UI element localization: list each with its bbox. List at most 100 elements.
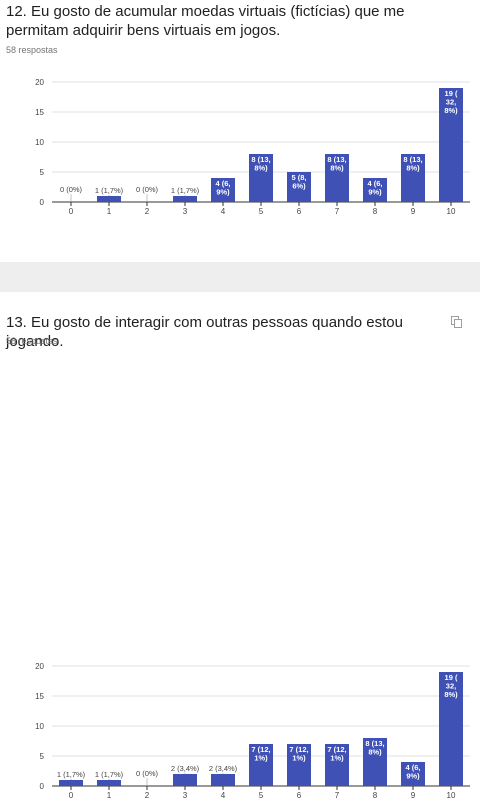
data-label: 1 (1,7%) — [57, 770, 86, 779]
data-label-line: 0 (0%) — [136, 185, 159, 194]
question-card-13: 13. Eu gosto de interagir com outras pes… — [0, 292, 480, 800]
card-separator — [0, 262, 480, 292]
data-label-line: 1 (1,7%) — [95, 770, 124, 779]
data-label-line: 1 (1,7%) — [95, 186, 124, 195]
response-count: 58 respostas — [6, 336, 58, 346]
data-label-line: 1 (1,7%) — [171, 186, 200, 195]
x-tick-label: 4 — [221, 207, 226, 216]
data-label: 4 (6, 9%) — [215, 179, 230, 197]
bar — [173, 774, 197, 786]
bar — [211, 774, 235, 786]
x-tick-label: 5 — [259, 207, 264, 216]
x-tick-label: 2 — [145, 791, 150, 800]
bar — [401, 154, 425, 202]
x-tick-label: 0 — [69, 207, 74, 216]
data-label-line: 9%) — [216, 188, 230, 197]
x-tick-label: 9 — [411, 791, 416, 800]
copy-icon[interactable] — [451, 316, 462, 328]
data-label-line: 1%) — [292, 754, 306, 763]
x-tick-label: 0 — [69, 791, 74, 800]
data-label: 2 (3,4%) — [171, 764, 200, 773]
y-tick-label: 15 — [35, 692, 44, 701]
data-label: 0 (0%) — [136, 185, 159, 194]
data-label-line: 2 (3,4%) — [209, 764, 238, 773]
bar-chart-12: 0 5 10 15 20 0 0 (0%) 1 1 (1,7%) 2 0 (0%) 3 1 (1,7%)… — [35, 78, 470, 216]
bar — [439, 88, 463, 202]
y-tick-label: 5 — [40, 168, 45, 177]
data-label: 1 (1,7%) — [95, 770, 124, 779]
data-label-line: 8%) — [406, 164, 420, 173]
data-label-line: 9%) — [406, 772, 420, 781]
response-count: 58 respostas — [6, 45, 58, 55]
data-label-line: 32, — [446, 98, 456, 107]
y-tick-label: 20 — [35, 78, 44, 87]
data-label-line: 8 (13, — [327, 155, 346, 164]
data-label-line: 1%) — [330, 754, 344, 763]
data-label: 2 (3,4%) — [209, 764, 238, 773]
data-label-line: 8%) — [254, 164, 268, 173]
bar — [287, 172, 311, 202]
data-label: 19 (32, 8%) — [444, 89, 458, 115]
y-tick-label: 20 — [35, 662, 44, 671]
data-label: 8 (13, 8%) — [403, 155, 422, 173]
x-tick-label: 6 — [297, 791, 302, 800]
y-tick-label: 0 — [40, 782, 45, 791]
x-tick-label: 10 — [447, 207, 456, 216]
x-tick-label: 2 — [145, 207, 150, 216]
data-label: 4 (6, 9%) — [405, 763, 420, 781]
data-label-line: 9%) — [368, 188, 382, 197]
data-label-line: 8%) — [444, 106, 458, 115]
x-tick-label: 7 — [335, 791, 340, 800]
y-tick-label: 10 — [35, 722, 44, 731]
x-tick-label: 3 — [183, 791, 188, 800]
x-tick-label: 9 — [411, 207, 416, 216]
bar — [325, 154, 349, 202]
data-label-line: 4 (6, — [367, 179, 382, 188]
y-tick-label: 5 — [40, 752, 45, 761]
data-label-line: 8%) — [444, 690, 458, 699]
data-label: 19 (32, 8%) — [444, 673, 458, 699]
data-label-line: 2 (3,4%) — [171, 764, 200, 773]
bar — [249, 154, 273, 202]
bar — [59, 780, 83, 786]
bar — [97, 196, 121, 202]
data-label-line: 8 (13, — [251, 155, 270, 164]
x-tick-label: 8 — [373, 207, 378, 216]
bar — [173, 196, 197, 202]
data-label-line: 1%) — [254, 754, 268, 763]
data-label: 8 (13, 8%) — [327, 155, 346, 173]
data-label: 5 (8, 6%) — [291, 173, 306, 191]
data-label-line: 6%) — [292, 182, 306, 191]
bar — [363, 178, 387, 202]
y-tick-label: 0 — [40, 198, 45, 207]
x-tick-label: 4 — [221, 791, 226, 800]
data-label: 0 (0%) — [60, 185, 83, 194]
data-label-line: 8%) — [330, 164, 344, 173]
x-tick-label: 10 — [447, 791, 456, 800]
data-label-line: 19 ( — [445, 89, 458, 98]
bar-chart-13: 0 5 10 15 20 0 1 (1,7%) 1 1 (1,7%) 2 0 (0%) 3 2 (3,4… — [35, 662, 470, 800]
data-label-line: 4 (6, — [215, 179, 230, 188]
question-title: 12. Eu gosto de acumular moedas virtuais… — [6, 3, 405, 39]
data-label-line: 8%) — [368, 748, 382, 757]
x-tick-label: 5 — [259, 791, 264, 800]
data-label-line: 1 (1,7%) — [57, 770, 86, 779]
data-label-line: 0 (0%) — [136, 769, 159, 778]
question-card-12: 12. Eu gosto de acumular moedas virtuais… — [0, 0, 480, 262]
bar — [211, 178, 235, 202]
data-label-line: 0 (0%) — [60, 185, 83, 194]
data-label-line: 8 (13, — [403, 155, 422, 164]
data-label: 1 (1,7%) — [95, 186, 124, 195]
data-label: 8 (13, 8%) — [251, 155, 270, 173]
data-label: 4 (6, 9%) — [367, 179, 382, 197]
y-tick-label: 10 — [35, 138, 44, 147]
x-tick-label: 3 — [183, 207, 188, 216]
x-tick-label: 8 — [373, 791, 378, 800]
data-label: 1 (1,7%) — [171, 186, 200, 195]
data-label: 0 (0%) — [136, 769, 159, 778]
bar — [97, 780, 121, 786]
x-tick-label: 6 — [297, 207, 302, 216]
question-title: 13. Eu gosto de interagir com outras pes… — [6, 314, 403, 350]
x-tick-label: 1 — [107, 791, 112, 800]
data-label-line: 5 (8, — [291, 173, 306, 182]
